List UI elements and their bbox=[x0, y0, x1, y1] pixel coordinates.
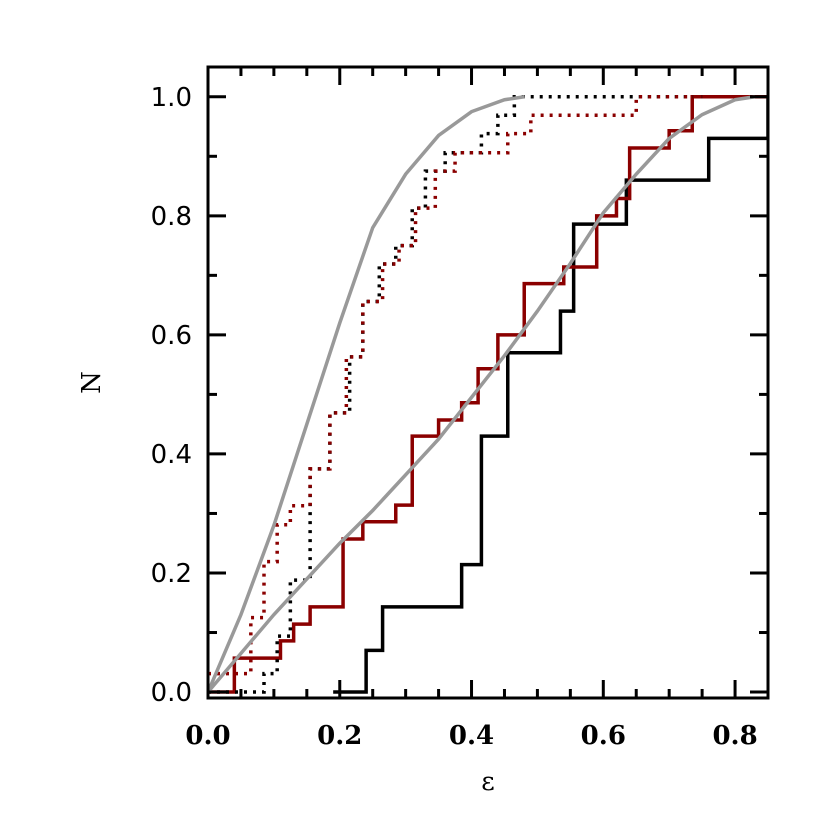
series-2-step-dotted bbox=[208, 95, 709, 694]
x-tick-label: 0.0 bbox=[185, 721, 230, 751]
ticks bbox=[206, 67, 770, 698]
x-tick-label: 0.8 bbox=[712, 721, 757, 751]
y-tick-label: 0.6 bbox=[151, 321, 192, 351]
x-tick-label: 0.4 bbox=[449, 721, 494, 751]
y-tick-label: 1.0 bbox=[151, 83, 192, 113]
series-4-smooth bbox=[208, 95, 756, 694]
x-tick-label: 0.6 bbox=[581, 721, 626, 751]
x-axis-label: ε bbox=[481, 767, 494, 797]
x-tick-label: 0.2 bbox=[317, 721, 362, 751]
plot-area bbox=[208, 95, 768, 694]
y-axis-label: N bbox=[77, 371, 107, 394]
y-tick-label: 0.8 bbox=[151, 202, 192, 232]
series-5-smooth bbox=[208, 95, 525, 693]
plot-frame bbox=[206, 65, 770, 700]
y-tick-label: 0.0 bbox=[151, 678, 192, 708]
y-tick-label: 0.2 bbox=[151, 559, 192, 589]
series-3-step-dotted bbox=[208, 95, 709, 676]
y-tick-label: 0.4 bbox=[151, 440, 192, 470]
tick-labels: 0.0 0.2 0.4 0.6 0.8 0.0 0.2 0.4 0.6 0.8 1.0 bbox=[151, 83, 758, 751]
